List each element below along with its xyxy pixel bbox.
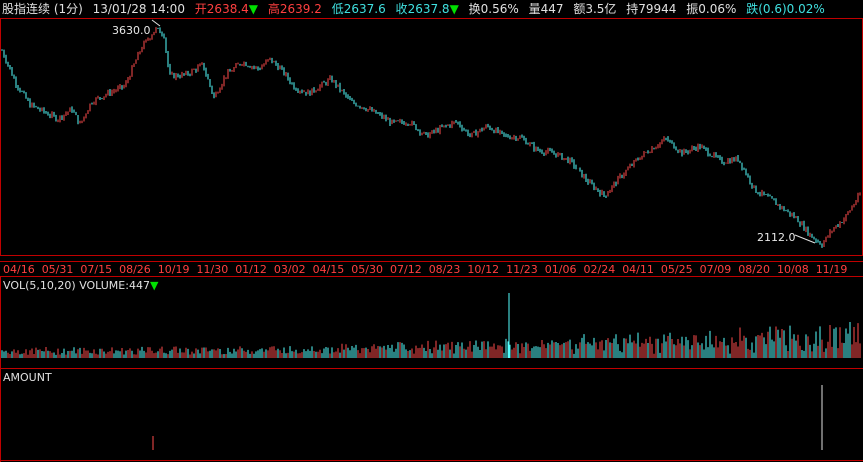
price-panel-frame <box>0 18 863 256</box>
volume-indicator-label: VOL(5,10,20) <box>3 279 76 292</box>
x-tick-label: 01/06 <box>544 263 577 276</box>
max-price-label: 3630.0 <box>112 24 151 37</box>
volume-bars <box>1 321 861 358</box>
x-tick-label: 04/11 <box>622 263 654 276</box>
close-field: 收2637.8▼ <box>395 2 459 16</box>
x-tick-label: 03/02 <box>273 263 306 276</box>
x-tick-label: 08/26 <box>119 263 151 276</box>
amount-field: 额3.5亿 <box>573 2 617 16</box>
x-tick-label: 07/12 <box>390 263 422 276</box>
datetime: 13/01/28 14:00 <box>92 2 185 16</box>
change-field: 跌(0.6)0.02% <box>746 2 825 16</box>
turnover-field: 换0.56% <box>468 2 519 16</box>
amplitude-field: 振0.06% <box>686 2 737 16</box>
x-tick-label: 10/19 <box>157 263 190 276</box>
volume-value-label: VOLUME:447 <box>79 279 150 292</box>
min-price-label: 2112.0 <box>757 231 796 244</box>
x-tick-label: 07/09 <box>699 263 732 276</box>
x-tick-label: 07/15 <box>80 263 113 276</box>
amount-panel-header: AMOUNT <box>3 371 52 384</box>
open-field: 开2638.4▼ <box>194 2 259 16</box>
volume-field: 量447 <box>528 2 564 16</box>
contract-title: 股指连续 (1分) <box>2 2 83 16</box>
high-field: 高2639.2 <box>267 2 322 16</box>
price-candles <box>1 27 861 248</box>
x-tick-label: 10/08 <box>777 263 809 276</box>
max-marker-line <box>151 19 161 27</box>
x-tick-label: 05/25 <box>660 263 693 276</box>
x-tick-label: 10/12 <box>467 263 500 276</box>
quote-header: 股指连续 (1分) 13/01/28 14:00 开2638.4▼ 高2639.… <box>2 0 831 18</box>
open-interest-field: 持79944 <box>626 2 677 16</box>
volume-arrow-icon: ▼ <box>149 279 159 292</box>
x-tick-label: 02/24 <box>583 263 616 276</box>
min-marker-line <box>794 234 816 244</box>
x-tick-label: 05/30 <box>351 263 383 276</box>
x-tick-label: 04/16 <box>3 263 35 276</box>
x-tick-label: 01/12 <box>235 263 267 276</box>
low-field: 低2637.6 <box>331 2 386 16</box>
x-tick-label: 11/19 <box>815 263 848 276</box>
x-tick-label: 04/15 <box>312 263 345 276</box>
volume-panel-header: VOL(5,10,20) VOLUME:447▼ <box>3 279 158 292</box>
x-tick-label: 08/23 <box>428 263 461 276</box>
x-tick-label: 11/30 <box>196 263 229 276</box>
x-tick-label: 08/20 <box>738 263 770 276</box>
x-tick-label: 05/31 <box>41 263 74 276</box>
x-tick-label: 11/23 <box>506 263 538 276</box>
